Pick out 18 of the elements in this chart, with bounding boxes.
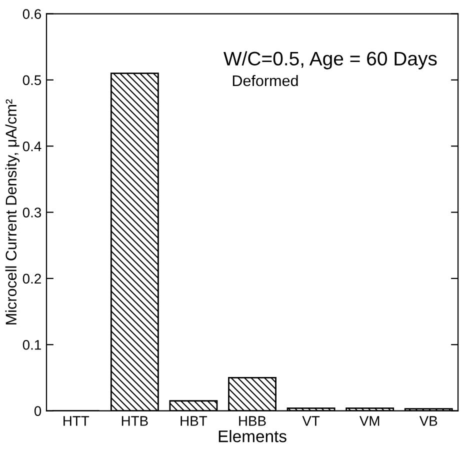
x-tick-label: VT [302,416,320,426]
x-tick-label: VB [419,416,438,426]
y-tick-label: 0.1 [22,340,41,350]
y-tick-label: 0.3 [22,208,42,218]
x-tick-label: HBT [180,416,208,426]
y-tick-label: 0 [34,406,42,416]
y-axis-title: Microcell Current Density, μA/cm² [5,99,20,324]
y-tick-label: 0.6 [22,9,42,19]
x-tick-label: HBB [239,416,266,426]
x-tick-label: HTT [64,416,90,426]
y-tick-label: 0.5 [22,75,42,86]
y-tick-label: 0.4 [22,141,42,152]
x-axis-title: Elements [218,430,286,442]
y-tick-label: 0.2 [22,274,41,284]
annotation: W/C=0.5, Age = 60 Days [224,51,437,70]
x-tick-label: VM [359,416,380,426]
annotation: Deformed [232,74,298,86]
x-tick-label: HTB [122,416,148,426]
